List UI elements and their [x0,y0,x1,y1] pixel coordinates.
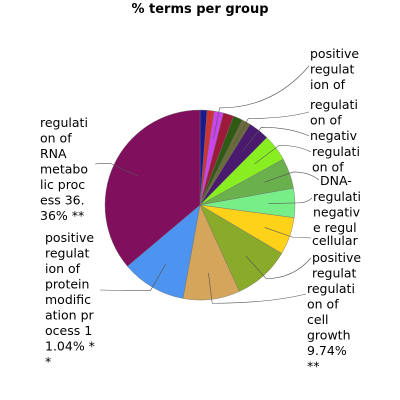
slice-label-14: regulati on of RNA metabo lic proc ess 36. 36%… [40,115,88,223]
leader-line-6 [242,127,310,152]
slice-label-8: DNA- [320,173,352,188]
leader-line-8 [264,171,320,183]
chart-title: % terms per group [131,2,268,17]
slice-label-13: positive regulat ion of protein modific ation… [45,230,95,369]
slice-label-12: regulati on of cell growth 9.74% ** [307,281,355,374]
slice-label-7: regulati on of [312,144,360,175]
slice-label-2: positive regulat ion of [310,46,359,92]
leader-line-10 [264,227,312,239]
slice-label-5: regulati on of [310,97,358,128]
leader-line-14 [94,162,139,177]
slice-label-10: cellular [312,233,359,248]
slice-labels: positive regulat ion of regulati on ofnegati… [40,46,361,374]
slice-label-11: positive regulat [312,250,361,281]
leader-line-2 [213,65,310,139]
leader-line-9 [268,197,313,204]
slice-label-6: negativ [310,128,358,143]
leader-line-13 [99,264,166,291]
leader-line-7 [254,145,312,165]
leader-line-5 [233,111,310,146]
leader-line-12 [208,272,307,304]
slice-label-9: regulati negativ e regul [313,189,361,235]
leader-line-11 [245,255,312,279]
leader-lines [94,65,320,304]
pie-slices [104,109,296,301]
